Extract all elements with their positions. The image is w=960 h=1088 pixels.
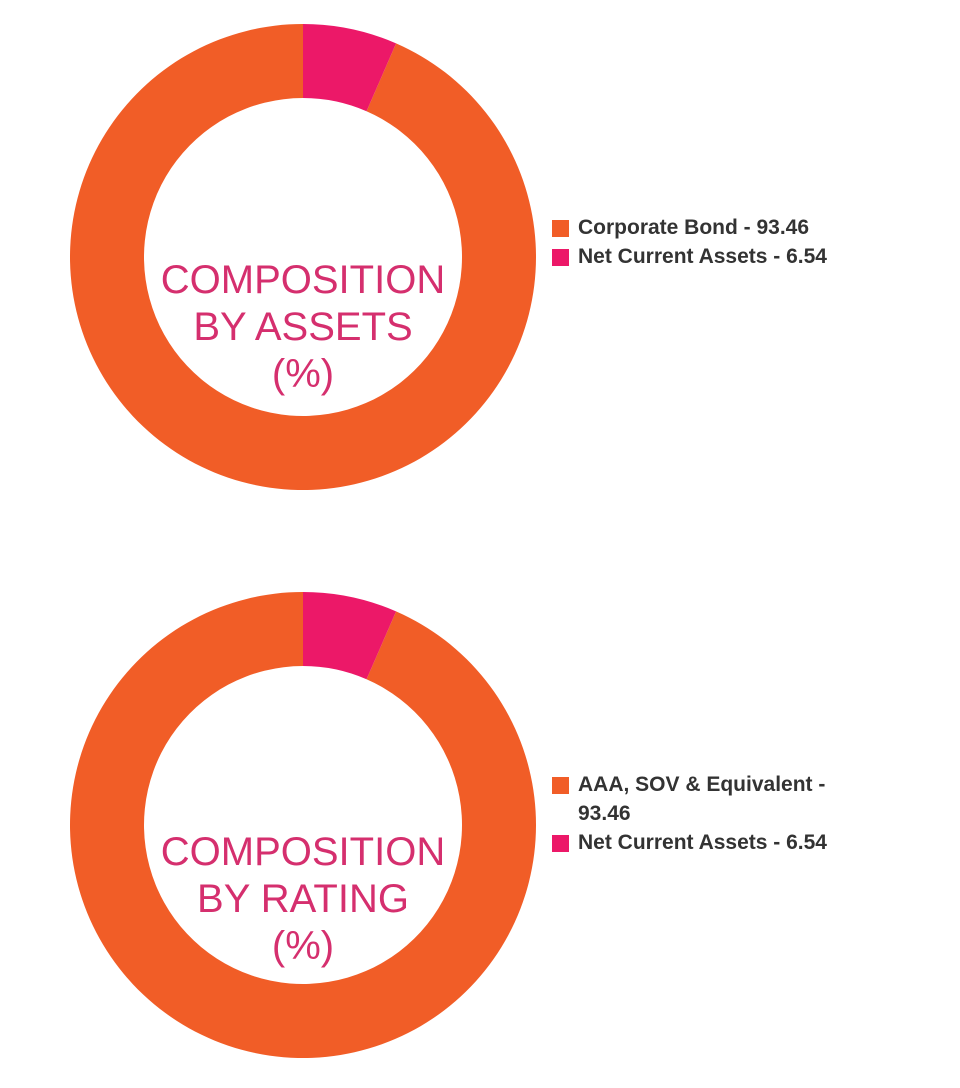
- donut-slice-1: [69, 24, 536, 490]
- donut-chart: [69, 592, 536, 1058]
- chart-legend: Corporate Bond - 93.46 Net Current Asset…: [552, 213, 872, 271]
- legend-label: AAA, SOV & Equivalent - 93.46: [578, 773, 826, 825]
- donut-slice-2: [303, 24, 397, 112]
- legend-swatch: [552, 835, 569, 852]
- legend-item: Corporate Bond - 93.46: [552, 213, 872, 242]
- composition-by-assets-chart: COMPOSITION BY ASSETS (%) Corporate Bond…: [0, 0, 960, 520]
- chart-title-line: BY ASSETS: [193, 305, 413, 349]
- legend-swatch: [552, 249, 569, 266]
- chart-title-line: BY RATING: [197, 877, 409, 921]
- legend-swatch: [552, 220, 569, 237]
- chart-title: COMPOSITION BY ASSETS (%): [143, 257, 463, 398]
- legend-item: AAA, SOV & Equivalent - 93.46: [552, 770, 872, 828]
- chart-title-line: COMPOSITION: [160, 830, 446, 874]
- legend-item: Net Current Assets - 6.54: [552, 828, 872, 857]
- donut-slice-2: [303, 592, 397, 680]
- legend-item: Net Current Assets - 6.54: [552, 242, 872, 271]
- legend-label: Corporate Bond - 93.46: [578, 216, 810, 239]
- legend-label: Net Current Assets - 6.54: [578, 831, 827, 854]
- donut-chart: [69, 24, 536, 490]
- chart-title-line: (%): [271, 924, 335, 968]
- chart-title: COMPOSITION BY RATING (%): [143, 829, 463, 970]
- composition-by-rating-chart: COMPOSITION BY RATING (%) AAA, SOV & Equ…: [0, 568, 960, 1088]
- legend-swatch: [552, 777, 569, 794]
- chart-legend: AAA, SOV & Equivalent - 93.46 Net Curren…: [552, 770, 872, 857]
- chart-title-line: COMPOSITION: [160, 258, 446, 302]
- donut-slice-1: [69, 592, 536, 1058]
- legend-label: Net Current Assets - 6.54: [578, 245, 827, 268]
- chart-title-line: (%): [271, 352, 335, 396]
